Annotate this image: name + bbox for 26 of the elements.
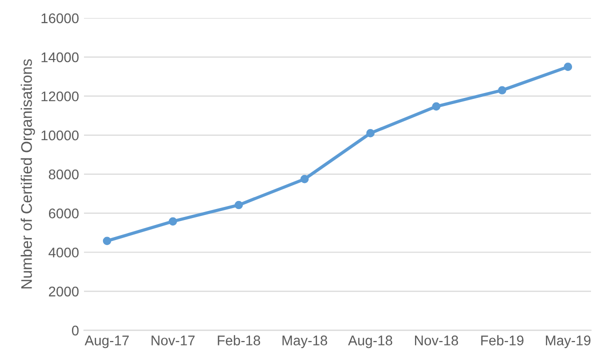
y-tick-label: 10000 [42, 130, 79, 140]
y-tick-label: 16000 [42, 13, 79, 24]
y-tick-label: 4000 [48, 248, 79, 258]
point [498, 86, 506, 94]
y-tick-label: 2000 [48, 286, 79, 296]
y-tick-label: 0 [72, 326, 79, 336]
y-tick-label: 14000 [42, 52, 79, 62]
y-tick-label: 12000 [42, 91, 79, 102]
point [432, 102, 440, 111]
point [234, 200, 243, 210]
x-tick-label: Aug-17 [84, 336, 129, 348]
x-tick-label: Nov-17 [152, 336, 195, 346]
x-tick-label: May-18 [282, 336, 328, 348]
point [168, 217, 178, 226]
point [300, 174, 309, 184]
x-tick-label: May-19 [546, 336, 590, 348]
point [564, 62, 572, 72]
y-tick-label: 6000 [48, 208, 79, 218]
y-axis-title: Number of Certified Organisations [20, 59, 35, 288]
x-tick-label: Feb-18 [218, 335, 260, 346]
point [366, 129, 375, 138]
x-tick-label: Feb-19 [481, 335, 524, 346]
y-tick-label: 8000 [48, 170, 79, 180]
point [102, 236, 112, 246]
x-tick-label: Aug-18 [348, 336, 392, 348]
x-tick-label: Nov-18 [415, 336, 458, 346]
